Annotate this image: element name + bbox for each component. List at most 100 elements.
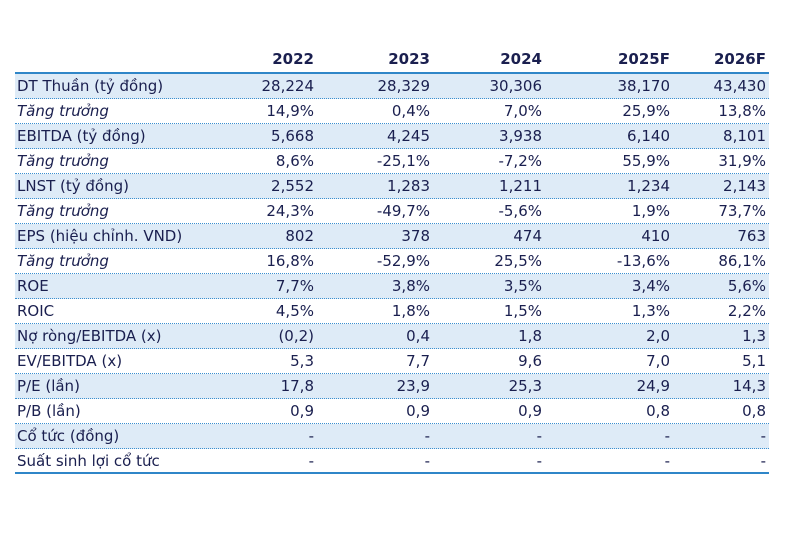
row-label: Tăng trưởng	[17, 252, 109, 270]
row-value-cell: 378	[401, 227, 430, 245]
row-label: EBITDA (tỷ đồng)	[17, 127, 146, 145]
row-value-cell: 5,1	[742, 352, 766, 370]
table-row: Suất sinh lợi cổ tức - - - - -	[15, 449, 769, 474]
table-row: Nợ ròng/EBITDA (x) (0,2) 0,4 1,8 2,0 1,3	[15, 324, 769, 349]
header-year-2023: 2023	[388, 50, 430, 68]
row-value-cell: 410	[641, 227, 670, 245]
table-row: P/B (lần) 0,9 0,9 0,9 0,8 0,8	[15, 399, 769, 424]
row-value-cell: 2,2%	[727, 302, 766, 320]
table-row: Tăng trưởng 8,6% -25,1% -7,2% 55,9% 31,9%	[15, 149, 769, 174]
header-year-2026f: 2026F	[714, 50, 766, 68]
row-value-cell: 0,8	[742, 402, 766, 420]
row-value-cell: 28,329	[377, 77, 431, 95]
row-label: Tăng trưởng	[17, 102, 109, 120]
row-value-cell: 8,6%	[275, 152, 314, 170]
table-row: DT Thuần (tỷ đồng) 28,224 28,329 30,306 38,1…	[15, 74, 769, 99]
row-value-cell: 5,668	[271, 127, 314, 145]
row-value-cell: 0,9	[406, 402, 430, 420]
row-value-cell: 1,234	[627, 177, 670, 195]
row-value-cell: 1,8%	[391, 302, 430, 320]
row-label: Nợ ròng/EBITDA (x)	[17, 327, 162, 345]
row-value-cell: 5,6%	[727, 277, 766, 295]
row-value-cell: -	[308, 451, 314, 470]
row-value-cell: 7,0	[646, 352, 670, 370]
row-value-cell: 17,8	[280, 377, 314, 395]
row-label: Suất sinh lợi cổ tức	[17, 451, 160, 470]
row-value-cell: 25,3	[508, 377, 542, 395]
row-value-cell: 7,7	[406, 352, 430, 370]
row-label: Tăng trưởng	[17, 202, 109, 220]
row-value-cell: 25,5%	[494, 252, 542, 270]
row-value-cell: 3,4%	[631, 277, 670, 295]
row-value-cell: -5,6%	[498, 202, 542, 220]
row-value-cell: 763	[737, 227, 766, 245]
row-value-cell: 1,8	[518, 327, 542, 345]
row-label: P/B (lần)	[17, 402, 81, 420]
header-year-2022: 2022	[272, 50, 314, 68]
row-value-cell: 2,143	[723, 177, 766, 195]
row-value-cell: 28,224	[261, 77, 315, 95]
row-value-cell: 55,9%	[622, 152, 670, 170]
header-year-2024: 2024	[500, 50, 542, 68]
row-value-cell: 3,8%	[391, 277, 430, 295]
row-value-cell: -	[536, 451, 542, 470]
row-value-cell: 2,0	[646, 327, 670, 345]
table-row: ROE 7,7% 3,8% 3,5% 3,4% 5,6%	[15, 274, 769, 299]
row-value-cell: 474	[513, 227, 542, 245]
row-value-cell: 3,938	[499, 127, 542, 145]
row-value-cell: 73,7%	[718, 202, 766, 220]
row-value-cell: 1,3%	[631, 302, 670, 320]
row-value-cell: 4,5%	[275, 302, 314, 320]
row-value-cell: 1,9%	[631, 202, 670, 220]
row-label: DT Thuần (tỷ đồng)	[17, 77, 164, 95]
row-value-cell: -	[760, 451, 766, 470]
table-row: EV/EBITDA (x) 5,3 7,7 9,6 7,0 5,1	[15, 349, 769, 374]
table-row: ROIC 4,5% 1,8% 1,5% 1,3% 2,2%	[15, 299, 769, 324]
row-label: LNST (tỷ đồng)	[17, 177, 129, 195]
table-row: EBITDA (tỷ đồng) 5,668 4,245 3,938 6,140 8,10…	[15, 124, 769, 149]
header-year-2025f: 2025F	[618, 50, 670, 68]
table-row: P/E (lần) 17,8 23,9 25,3 24,9 14,3	[15, 374, 769, 399]
table-row: EPS (hiệu chỉnh. VND) 802 378 474 410 763	[15, 224, 769, 249]
row-value-cell: -25,1%	[376, 152, 430, 170]
row-value-cell: 2,552	[271, 177, 314, 195]
row-value-cell: (0,2)	[278, 327, 314, 345]
row-value-cell: -	[424, 451, 430, 470]
row-value-cell: 14,3	[732, 377, 766, 395]
table-row: Tăng trưởng 24,3% -49,7% -5,6% 1,9% 73,7%	[15, 199, 769, 224]
row-value-cell: -	[664, 451, 670, 470]
row-value-cell: 0,9	[518, 402, 542, 420]
row-label: EV/EBITDA (x)	[17, 352, 123, 370]
row-value-cell: 9,6	[518, 352, 542, 370]
row-value-cell: 0,4%	[391, 102, 430, 120]
row-value-cell: 1,283	[387, 177, 430, 195]
row-value-cell: 3,5%	[503, 277, 542, 295]
row-value-cell: -	[424, 427, 430, 445]
row-label: Cổ tức (đồng)	[17, 427, 120, 445]
table-row: LNST (tỷ đồng) 2,552 1,283 1,211 1,234 2,143	[15, 174, 769, 199]
row-value-cell: 6,140	[627, 127, 670, 145]
row-value-cell: 24,3%	[266, 202, 314, 220]
row-value-cell: -13,6%	[616, 252, 670, 270]
table-row: Tăng trưởng 16,8% -52,9% 25,5% -13,6% 86,1%	[15, 249, 769, 274]
row-value-cell: 4,245	[387, 127, 430, 145]
table-body: DT Thuần (tỷ đồng) 28,224 28,329 30,306 38,1…	[15, 74, 769, 474]
row-value-cell: 23,9	[396, 377, 430, 395]
table-row: Tăng trưởng 14,9% 0,4% 7,0% 25,9% 13,8%	[15, 99, 769, 124]
row-value-cell: -	[536, 427, 542, 445]
row-value-cell: 7,0%	[503, 102, 542, 120]
row-value-cell: 24,9	[636, 377, 670, 395]
financial-summary-table: 2022 2023 2024 2025F 2026F DT Thuần (tỷ …	[15, 46, 769, 474]
row-value-cell: -7,2%	[498, 152, 542, 170]
row-value-cell: 25,9%	[622, 102, 670, 120]
row-value-cell: -	[760, 427, 766, 445]
row-value-cell: 1,3	[742, 327, 766, 345]
row-value-cell: 8,101	[723, 127, 766, 145]
row-value-cell: 14,9%	[266, 102, 314, 120]
row-value-cell: 13,8%	[718, 102, 766, 120]
row-value-cell: 16,8%	[266, 252, 314, 270]
row-value-cell: 1,5%	[503, 302, 542, 320]
row-value-cell: -	[308, 427, 314, 445]
table-header-row: 2022 2023 2024 2025F 2026F	[15, 46, 769, 74]
row-value-cell: -52,9%	[376, 252, 430, 270]
